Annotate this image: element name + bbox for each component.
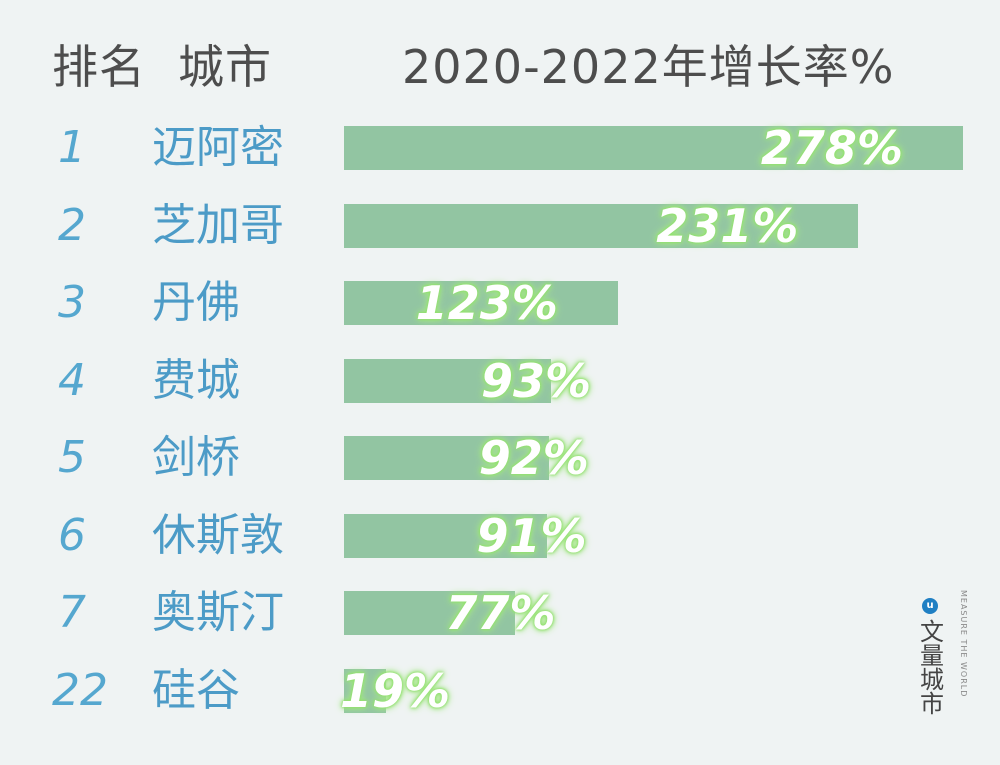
growth-bar bbox=[344, 358, 552, 403]
brand-name: 文量城市 bbox=[920, 618, 944, 718]
city-name: 迈阿密 bbox=[152, 122, 284, 173]
growth-bar bbox=[344, 591, 516, 635]
city-name: 费城 bbox=[152, 354, 240, 406]
rank-number: 7 bbox=[58, 587, 86, 638]
value-label: 91% bbox=[476, 508, 587, 563]
growth-bar bbox=[344, 203, 859, 248]
value-label: 231% bbox=[656, 198, 799, 253]
growth-bar bbox=[344, 281, 618, 325]
rank-number: 5 bbox=[58, 432, 86, 483]
rank-number: 6 bbox=[58, 509, 86, 561]
city-name: 硅谷 bbox=[152, 664, 240, 716]
rank-number: 3 bbox=[58, 277, 86, 328]
rank-column-header: 排名 bbox=[52, 40, 146, 94]
growth-bar bbox=[344, 126, 963, 170]
rank-number: 4 bbox=[58, 354, 86, 406]
city-name: 芝加哥 bbox=[152, 199, 284, 251]
rank-number: 1 bbox=[58, 122, 86, 173]
city-name: 奥斯汀 bbox=[152, 587, 284, 638]
value-label: 19% bbox=[340, 663, 451, 718]
value-label: 123% bbox=[415, 276, 558, 330]
growth-bar bbox=[344, 513, 547, 558]
growth-bar bbox=[344, 436, 549, 480]
rank-number: 22 bbox=[52, 664, 108, 716]
city-column-header: 城市 bbox=[178, 40, 272, 94]
brand-tagline: MEASURE THE WORLD bbox=[959, 590, 968, 698]
brand-watermark: u 文量城市 MEASURE THE WORLD bbox=[914, 590, 974, 740]
growth-bar bbox=[344, 668, 387, 713]
city-name: 休斯敦 bbox=[152, 509, 284, 561]
value-label: 77% bbox=[445, 586, 556, 640]
city-name: 剑桥 bbox=[152, 432, 240, 483]
value-label: 278% bbox=[760, 121, 903, 175]
growth-rate-column-header: 2020-2022年增长率% bbox=[402, 40, 895, 94]
u-logo-icon: u bbox=[922, 598, 938, 614]
value-label: 93% bbox=[480, 353, 592, 408]
city-name: 丹佛 bbox=[152, 277, 240, 328]
rank-number: 2 bbox=[58, 199, 86, 251]
value-label: 92% bbox=[478, 431, 589, 485]
